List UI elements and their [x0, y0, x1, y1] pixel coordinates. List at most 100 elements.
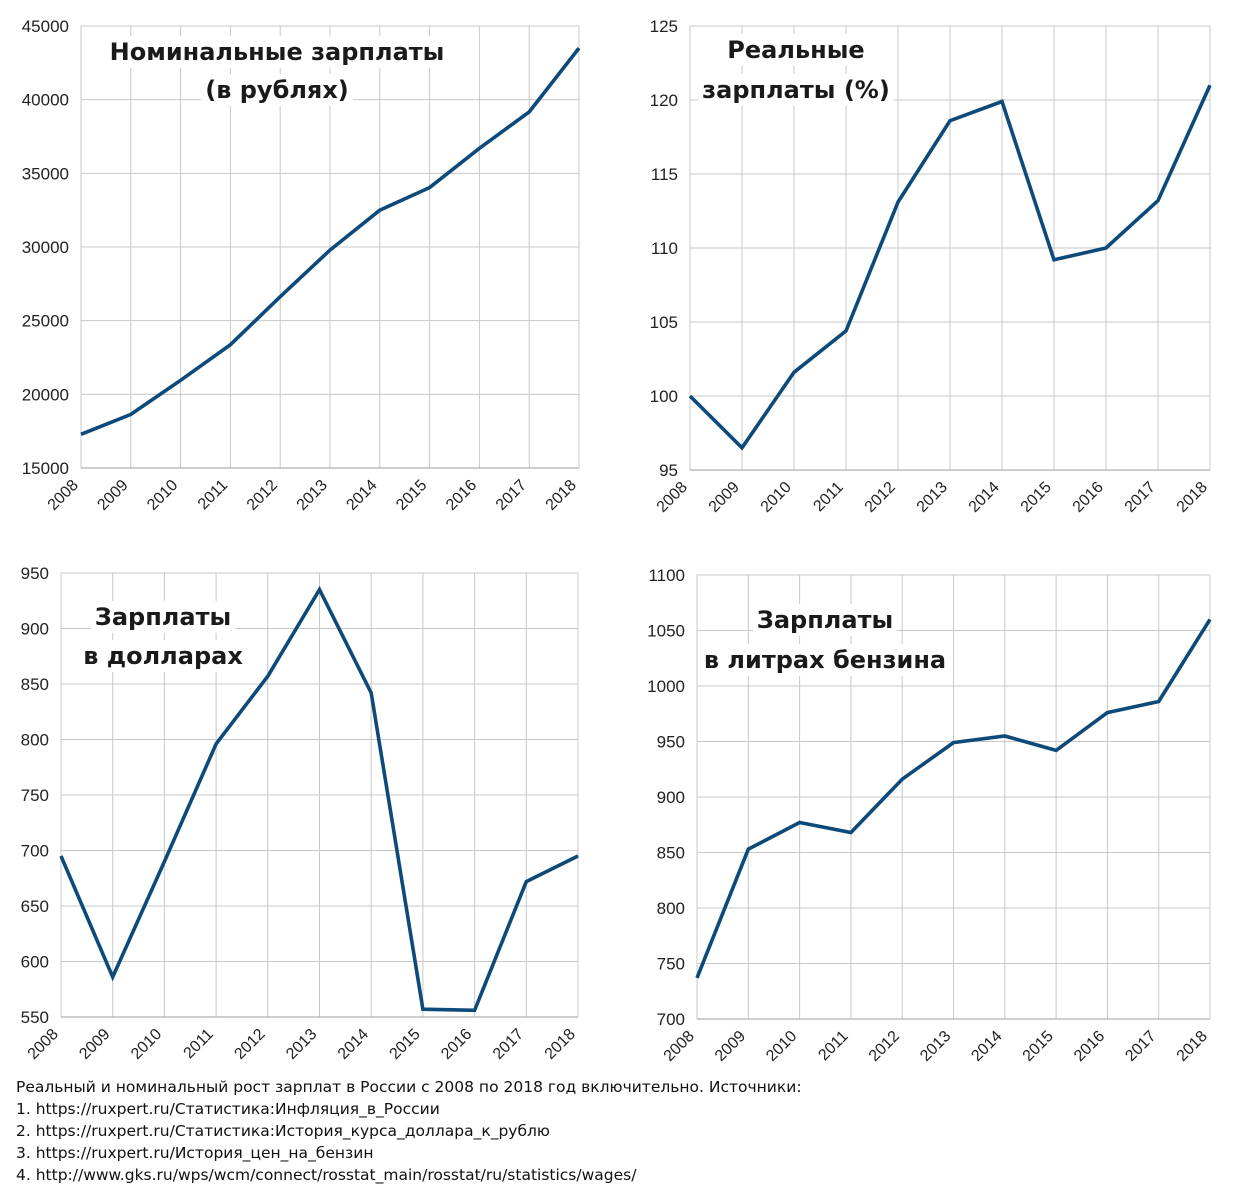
chart-title-backdrop — [699, 644, 951, 676]
chart-title-line: в литрах бензина — [704, 646, 946, 674]
x-tick-label: 2016 — [438, 1026, 475, 1063]
x-tick-label: 2012 — [862, 479, 899, 516]
chart-title-backdrop — [201, 74, 353, 106]
x-tick-label: 2012 — [231, 1026, 268, 1063]
chart-title-line: Зарплаты — [95, 603, 231, 631]
chart-title-backdrop — [723, 34, 869, 66]
y-tick-label: 700 — [21, 842, 49, 861]
y-tick-label: 900 — [657, 788, 685, 807]
x-tick-label: 2009 — [706, 479, 743, 516]
y-tick-label: 950 — [21, 564, 49, 583]
x-tick-label: 2015 — [1020, 1028, 1057, 1065]
x-tick-label: 2013 — [283, 1026, 320, 1063]
x-tick-label: 2009 — [94, 477, 131, 514]
x-tick-label: 2018 — [543, 477, 580, 514]
y-tick-label: 550 — [21, 1008, 49, 1027]
x-tick-label: 2011 — [810, 479, 846, 515]
x-tick-label: 2008 — [45, 477, 82, 514]
y-tick-label: 750 — [657, 955, 685, 974]
x-tick-label: 2018 — [542, 1026, 579, 1063]
x-tick-label: 2017 — [490, 1026, 527, 1063]
x-tick-label: 2008 — [654, 479, 691, 516]
y-tick-label: 110 — [651, 239, 678, 258]
x-tick-label: 2016 — [1070, 479, 1107, 516]
x-tick-label: 2014 — [343, 477, 380, 514]
x-tick-label: 2011 — [195, 477, 231, 513]
y-tick-label: 105 — [650, 313, 678, 332]
chart-title-line: Реальные — [727, 36, 864, 64]
y-tick-label: 35000 — [22, 164, 69, 183]
y-tick-label: 1000 — [647, 677, 685, 696]
y-tick-label: 800 — [21, 731, 49, 750]
y-tick-label: 800 — [657, 899, 685, 918]
y-tick-label: 95 — [659, 461, 678, 480]
series-line — [59, 585, 579, 1013]
caption-source-2: 2. https://ruxpert.ru/Статистика:История… — [16, 1122, 550, 1140]
x-tick-label: 2015 — [1018, 479, 1055, 516]
y-tick-label: 120 — [650, 91, 678, 110]
x-tick-label: 2014 — [968, 1028, 1005, 1065]
chart-title-backdrop — [90, 601, 236, 633]
series-line — [688, 84, 1212, 451]
x-tick-label: 2015 — [393, 477, 430, 514]
y-tick-label: 20000 — [22, 385, 69, 404]
y-tick-label: 850 — [21, 675, 49, 694]
y-tick-label: 25000 — [22, 312, 69, 331]
x-tick-label: 2018 — [1174, 1028, 1211, 1065]
y-tick-label: 1100 — [648, 566, 685, 585]
x-tick-label: 2008 — [661, 1028, 698, 1065]
x-tick-label: 2010 — [144, 477, 181, 514]
chart-title-line: (в рублях) — [205, 76, 349, 104]
x-tick-label: 2014 — [335, 1026, 372, 1063]
y-tick-label: 40000 — [22, 91, 69, 110]
chart-1: 15000 20000 25000 30000 35000 40000 45000 2008 2… — [22, 17, 581, 514]
caption-source-1: 1. https://ruxpert.ru/Статистика:Инфляци… — [16, 1100, 440, 1118]
chart-title-backdrop — [79, 640, 248, 672]
x-tick-label: 2017 — [1122, 1028, 1159, 1065]
y-tick-label: 45000 — [22, 17, 69, 36]
chart-2: 95 100 105 110 115 120 125 2008 2009 2010 2011 2012… — [650, 17, 1212, 516]
chart-title-backdrop — [698, 74, 894, 106]
x-tick-label: 2011 — [181, 1026, 217, 1062]
chart-4: 700 750 800 850 900 950 1000 1050 1100 2008 2009 20… — [647, 566, 1212, 1065]
x-tick-label: 2013 — [914, 479, 951, 516]
chart-title-line: зарплаты (%) — [702, 76, 890, 104]
x-tick-label: 2017 — [493, 477, 530, 514]
y-tick-label: 850 — [657, 844, 685, 863]
y-tick-label: 30000 — [22, 238, 69, 257]
chart-title-backdrop — [752, 604, 898, 636]
x-tick-label: 2008 — [25, 1026, 62, 1063]
y-tick-label: 125 — [650, 17, 678, 36]
y-tick-label: 750 — [21, 786, 49, 805]
caption-source-4: 4. http://www.gks.ru/wps/wcm/connect/ros… — [16, 1166, 637, 1184]
x-tick-label: 2016 — [443, 477, 480, 514]
chart-title-line: Номинальные зарплаты — [110, 38, 445, 66]
x-tick-label: 2012 — [244, 477, 281, 514]
x-tick-label: 2010 — [128, 1026, 165, 1063]
x-tick-label: 2012 — [866, 1028, 903, 1065]
series-line — [80, 46, 581, 436]
x-tick-label: 2015 — [387, 1026, 424, 1063]
y-tick-label: 650 — [21, 897, 49, 916]
y-tick-label: 600 — [21, 953, 49, 972]
caption-intro: Реальный и номинальный рост зарплат в Ро… — [16, 1078, 802, 1096]
x-tick-label: 2013 — [294, 477, 331, 514]
x-tick-label: 2016 — [1071, 1028, 1108, 1065]
y-tick-label: 950 — [657, 733, 685, 752]
chart-title-line: Зарплаты — [757, 606, 893, 634]
x-tick-label: 2009 — [76, 1026, 113, 1063]
x-tick-label: 2013 — [917, 1028, 954, 1065]
x-tick-label: 2009 — [712, 1028, 749, 1065]
x-tick-label: 2010 — [763, 1028, 800, 1065]
chart-3: 550 600 650 700 750 800 850 900 950 2008 2009 2010 2… — [21, 564, 579, 1063]
y-tick-label: 700 — [657, 1010, 685, 1029]
series-line — [695, 618, 1212, 979]
caption-source-3: 3. https://ruxpert.ru/История_цен_на_бен… — [16, 1144, 374, 1162]
y-tick-label: 115 — [651, 165, 678, 184]
x-tick-label: 2017 — [1122, 479, 1159, 516]
y-tick-label: 15000 — [22, 459, 69, 478]
chart-title-line: в долларах — [83, 642, 243, 670]
y-tick-label: 100 — [650, 387, 678, 406]
chart-title-backdrop — [105, 36, 449, 68]
x-tick-label: 2010 — [758, 479, 795, 516]
